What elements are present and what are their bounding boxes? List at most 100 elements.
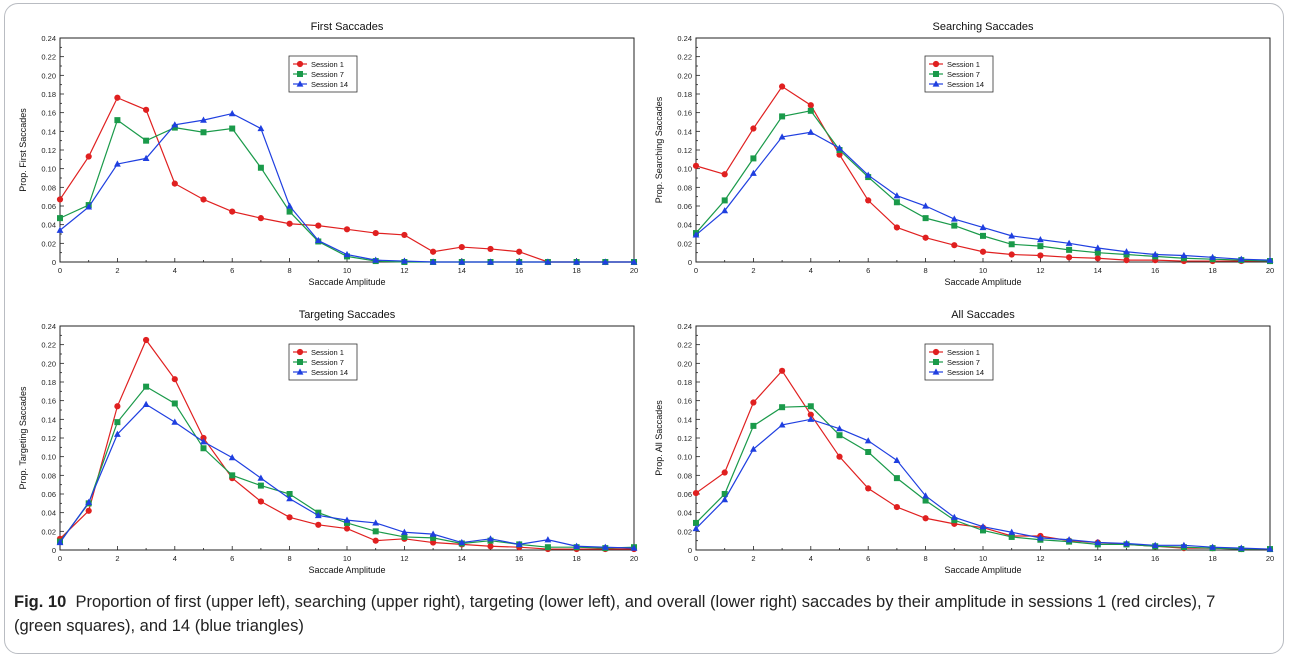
legend-label: Session 7	[311, 70, 344, 79]
x-tick-label: 4	[173, 266, 177, 275]
data-point-session-14	[487, 535, 494, 542]
series-session-7	[693, 107, 1273, 265]
legend-marker	[933, 359, 939, 365]
x-tick-label: 8	[288, 266, 292, 275]
legend-marker	[296, 60, 304, 68]
chart-title: Targeting Saccades	[299, 309, 396, 321]
data-point-session-14	[401, 257, 408, 264]
data-point-session-7	[779, 404, 786, 411]
y-axis-label: Prop. Targeting Saccades	[18, 386, 28, 489]
x-tick-label: 2	[115, 266, 119, 275]
x-tick-label: 14	[458, 554, 466, 563]
data-point-session-1	[200, 196, 207, 203]
legend-marker	[297, 71, 303, 77]
data-point-session-14	[1037, 236, 1044, 243]
legend-marker	[932, 348, 940, 356]
y-tick-label: 0.02	[41, 527, 56, 536]
data-point-session-14	[257, 474, 265, 481]
data-point-session-14	[573, 258, 580, 265]
legend-marker	[933, 71, 939, 77]
data-point-session-14	[56, 226, 64, 233]
data-point-session-7	[344, 519, 350, 526]
data-point-session-7	[1066, 246, 1073, 253]
data-point-session-7	[1008, 241, 1015, 248]
y-tick-label: 0.10	[41, 453, 56, 462]
y-tick-label: 0.10	[677, 453, 692, 462]
data-point-session-14	[750, 445, 757, 452]
x-tick-label: 12	[400, 266, 408, 275]
y-tick-label: 0.02	[677, 239, 692, 248]
chart-first-saccades: First Saccades 0 0.02 0.04 0.06 0.08 0.10 0.12 0…	[14, 14, 640, 294]
legend-label: Session 7	[311, 358, 344, 367]
data-point-session-1	[143, 336, 150, 344]
data-point-session-7	[779, 113, 786, 120]
data-point-session-14	[1123, 539, 1130, 547]
y-tick-label: 0.22	[41, 341, 56, 350]
y-tick-label: 0.10	[41, 165, 56, 174]
data-point-session-7	[951, 222, 958, 229]
y-tick-label: 0.08	[677, 183, 692, 192]
y-tick-label: 0.22	[677, 53, 692, 62]
chart-svg: Searching Saccades 0 0.02 0.04 0.06 0.08 0.10 0…	[654, 21, 1274, 287]
data-point-session-1	[836, 151, 843, 158]
data-point-session-14	[630, 258, 638, 265]
legend-label: Session 7	[947, 358, 980, 367]
data-point-session-1	[922, 515, 929, 522]
data-point-session-7	[229, 472, 236, 479]
data-point-session-1	[865, 485, 872, 492]
data-point-session-14	[257, 124, 265, 132]
data-point-session-14	[515, 540, 523, 547]
caption-text: Proportion of first (upper left), search…	[14, 593, 1216, 635]
x-tick-label: 2	[751, 266, 755, 275]
data-point-session-1	[1094, 255, 1101, 262]
data-point-session-7	[1008, 533, 1015, 540]
data-point-session-14	[922, 492, 929, 499]
data-point-session-14	[286, 495, 293, 502]
legend-label: Session 14	[947, 80, 984, 89]
data-point-session-7	[807, 107, 814, 114]
x-tick-label: 10	[343, 554, 351, 563]
data-point-session-1	[315, 521, 322, 528]
data-point-session-14	[807, 415, 815, 422]
data-point-session-14	[372, 256, 380, 263]
data-point-session-7	[286, 491, 293, 497]
data-point-session-14	[836, 144, 843, 151]
x-tick-label: 6	[866, 554, 870, 563]
data-point-session-14	[950, 513, 958, 520]
data-point-session-1	[343, 525, 351, 532]
x-tick-label: 14	[1094, 266, 1102, 275]
y-tick-label: 0.20	[677, 71, 692, 80]
data-point-session-7	[257, 164, 264, 171]
data-point-session-14	[979, 223, 987, 231]
data-point-session-14	[1151, 250, 1159, 258]
data-point-session-14	[171, 121, 179, 128]
x-tick-label: 2	[115, 554, 119, 563]
y-tick-label: 0	[688, 546, 692, 555]
series-line-session-1	[59, 96, 634, 263]
caption-label: Fig. 10	[14, 593, 67, 611]
legend-marker	[932, 60, 940, 68]
x-tick-label: 14	[1094, 554, 1102, 563]
chart-targeting-saccades: Targeting Saccades 0 0.02 0.04 0.06 0.08 0.10 0…	[14, 302, 640, 582]
data-point-session-1	[807, 102, 814, 109]
data-point-session-14	[458, 258, 466, 265]
x-tick-label: 12	[400, 554, 408, 563]
data-point-session-7	[57, 215, 63, 222]
data-point-session-14	[544, 258, 552, 265]
data-point-session-14	[114, 430, 121, 437]
data-point-session-1	[692, 489, 700, 497]
x-tick-label: 18	[572, 266, 580, 275]
data-point-session-1	[1066, 254, 1073, 261]
y-tick-label: 0	[52, 258, 56, 267]
data-point-session-1	[430, 539, 437, 546]
x-tick-label: 10	[343, 266, 351, 275]
data-point-session-14	[458, 538, 466, 546]
legend-marker	[932, 80, 940, 87]
x-axis-label: Saccade Amplitude	[944, 277, 1021, 287]
x-tick-label: 8	[924, 266, 928, 275]
data-point-session-7	[372, 528, 379, 535]
data-point-session-1	[372, 229, 379, 237]
data-point-session-1	[143, 106, 150, 113]
y-tick-label: 0.18	[41, 90, 56, 99]
